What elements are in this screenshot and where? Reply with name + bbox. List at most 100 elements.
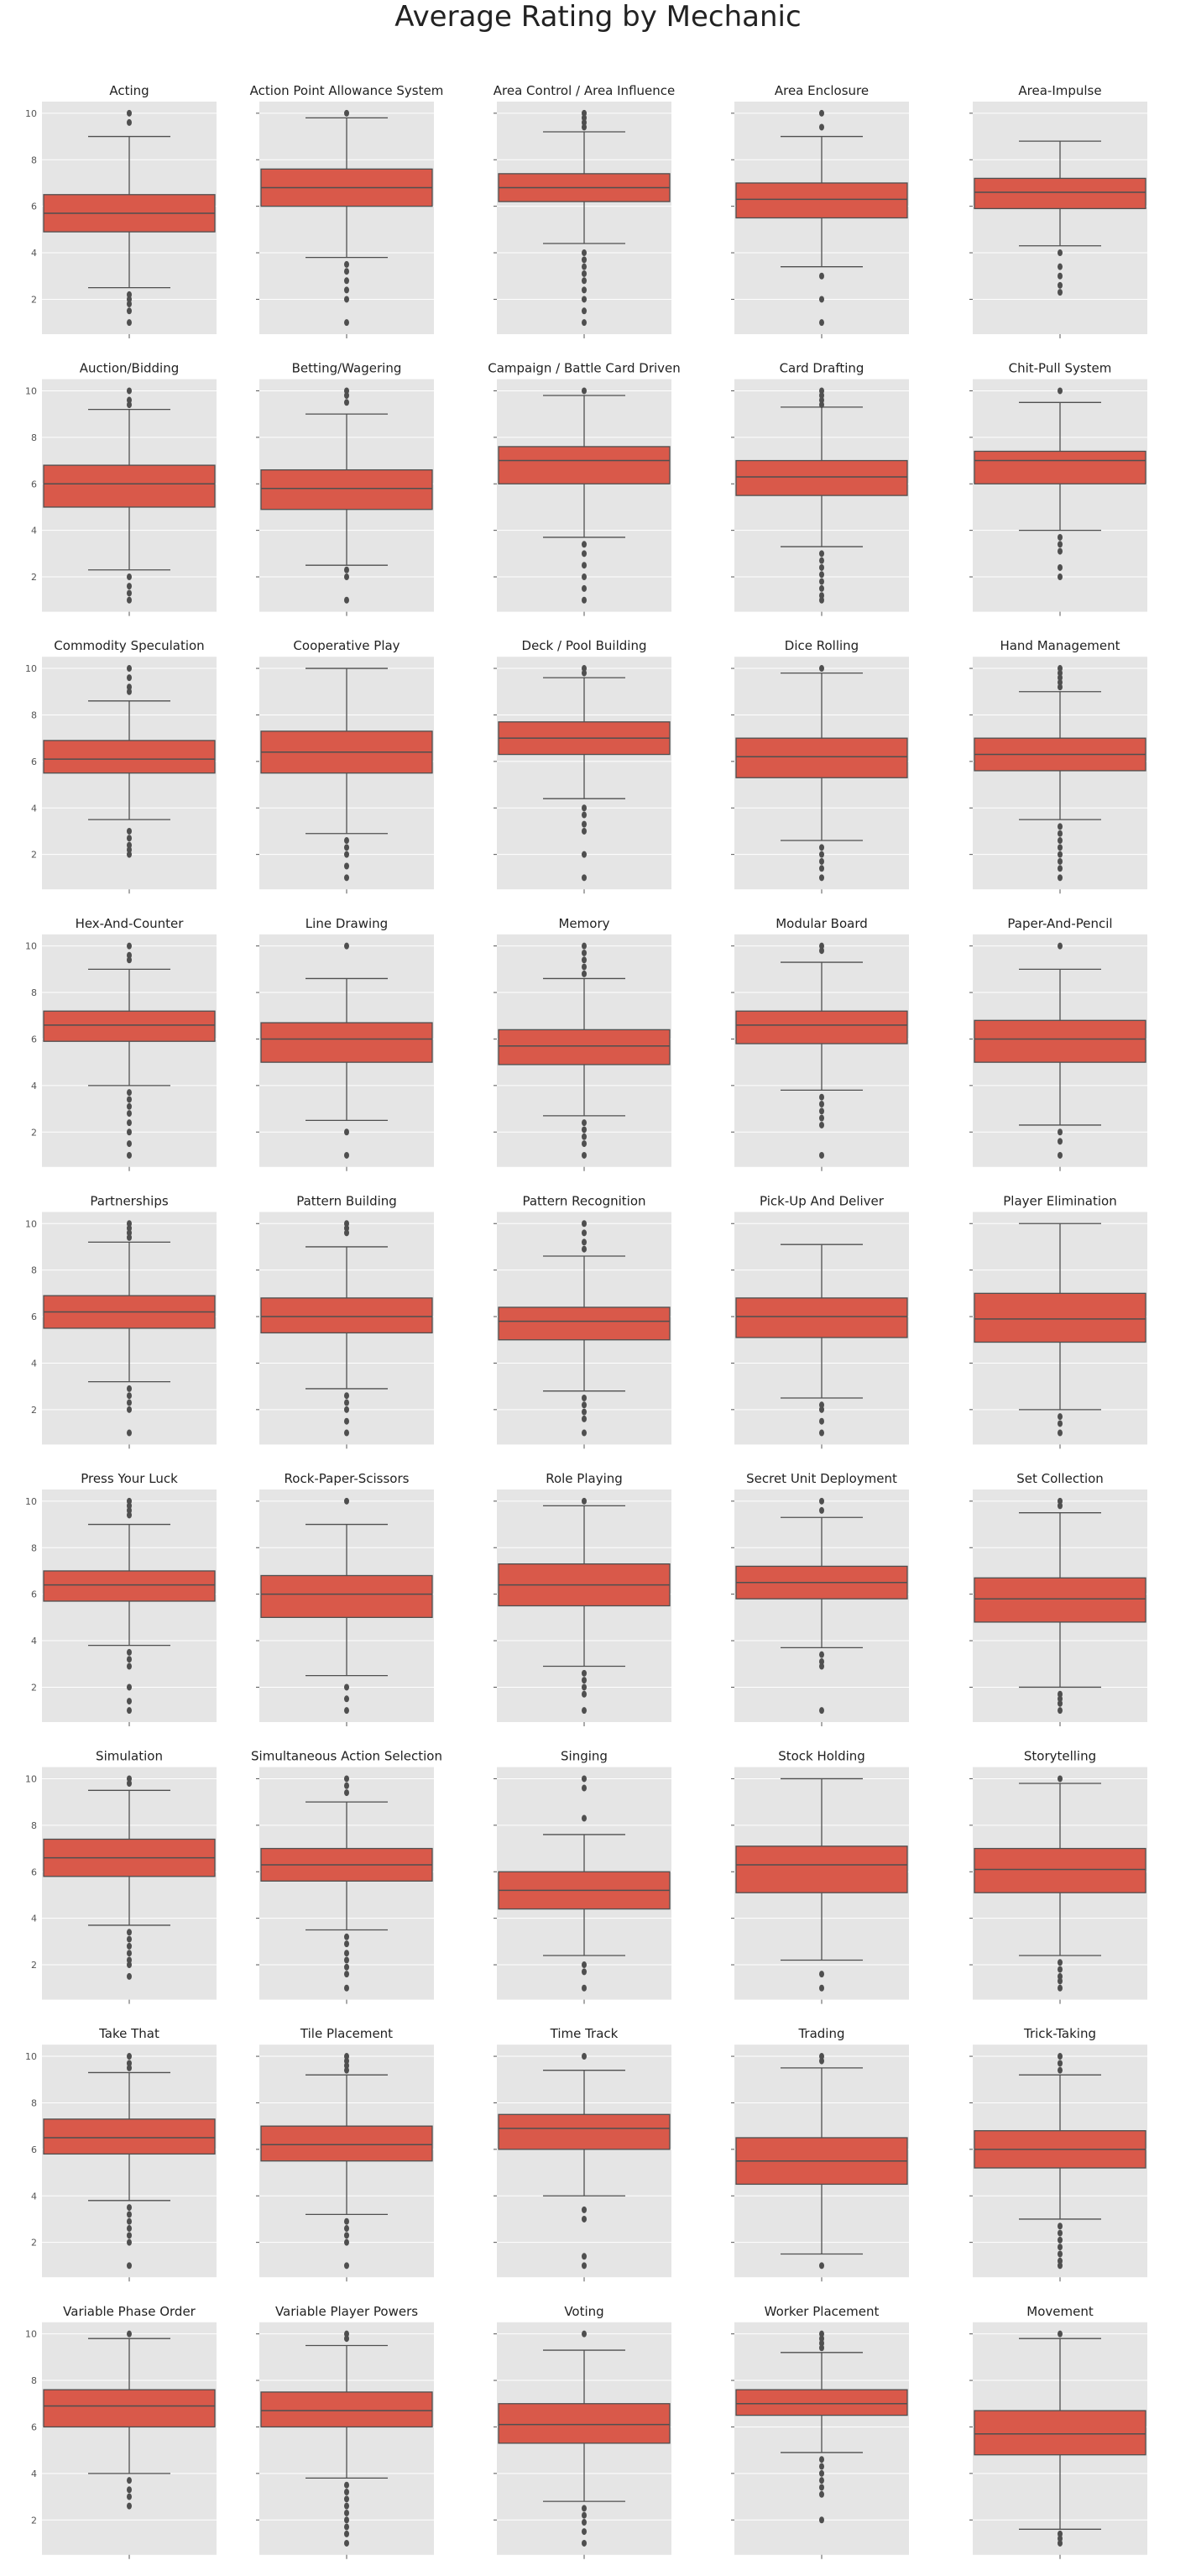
panel-title: Time Track [550,2026,619,2041]
y-tick-label: 4 [31,1914,37,1924]
outlier-point [582,1119,587,1127]
outlier-point [127,1233,132,1241]
outlier-point [344,1775,349,1783]
outlier-point [1058,547,1063,555]
outlier-point [127,2225,132,2233]
outlier-point [344,566,349,573]
panel-title: Tile Placement [300,2026,393,2041]
outlier-point [582,249,587,257]
iqr-box [735,1010,908,1045]
iqr-box [735,737,908,778]
outlier-point [344,391,349,399]
outlier-point [344,268,349,275]
y-tick-label: 2 [31,1682,37,1693]
outlier-point [819,865,824,872]
outlier-point [344,1497,349,1505]
outlier-point [127,1220,132,1228]
outlier-point [1058,2060,1063,2067]
outlier-point [582,1401,587,1409]
outlier-point [819,563,824,571]
y-tick-label: 4 [31,526,37,537]
outlier-point [819,2484,824,2491]
outlier-point [344,837,349,845]
outlier-point [582,296,587,303]
outlier-point [819,592,824,599]
outlier-point [1058,2223,1063,2230]
outlier-point [1058,857,1063,865]
y-tick-label: 8 [31,432,37,443]
outlier-point [127,688,132,695]
outlier-point [582,1497,587,1505]
panel-title: Dice Rolling [785,638,859,653]
outlier-point [1058,837,1063,845]
outlier-point [344,387,349,395]
y-tick-label: 4 [31,2191,37,2202]
outlier-point [819,272,824,280]
outlier-point [582,562,587,569]
y-tick-label: 6 [31,202,37,212]
outlier-point [344,2066,349,2074]
outlier-point [819,391,824,399]
outlier-point [127,841,132,849]
iqr-box [498,446,671,484]
y-tick-label: 6 [31,1312,37,1322]
outlier-point [819,2262,824,2270]
outlier-point [819,2053,824,2060]
outlier-point [344,2489,349,2496]
y-tick-label: 10 [25,2329,37,2340]
outlier-point [344,844,349,851]
outlier-point [127,2238,132,2246]
outlier-point [1058,2262,1063,2270]
panel-title: Hex-And-Counter [76,916,185,931]
outlier-point [344,1971,349,1978]
outlier-point [1058,2229,1063,2237]
outlier-point [344,2523,349,2531]
outlier-point [582,596,587,604]
outlier-point [819,1417,824,1425]
outlier-point [819,857,824,865]
outlier-point [127,2477,132,2484]
outlier-point [582,1126,587,1134]
y-tick-label: 10 [25,1218,37,1229]
outlier-point [1058,1502,1063,1510]
outlier-point [127,1779,132,1787]
outlier-point [1058,1420,1063,1427]
outlier-point [819,1657,824,1665]
outlier-point [582,1151,587,1159]
iqr-box [260,2391,433,2428]
outlier-point [582,1814,587,1822]
outlier-point [819,296,824,303]
outlier-point [127,1229,132,1237]
outlier-point [819,2330,824,2338]
outlier-point [127,1961,132,1969]
outlier-point [819,571,824,579]
outlier-point [819,1651,824,1658]
outlier-point [127,300,132,307]
outlier-point [819,1107,824,1115]
outlier-point [344,2053,349,2060]
outlier-point [819,550,824,558]
outlier-point [582,263,587,270]
outlier-point [127,1511,132,1519]
outlier-point [582,851,587,858]
outlier-point [819,1984,824,1992]
outlier-point [127,2053,132,2060]
y-tick-label: 6 [31,1867,37,1877]
outlier-point [1058,541,1063,548]
panel-title: Area-Impulse [1018,83,1101,98]
outlier-point [127,665,132,673]
outlier-point [819,2477,824,2484]
outlier-point [127,846,132,854]
outlier-point [127,1385,132,1392]
y-tick-label: 2 [31,850,37,861]
outlier-point [1058,1959,1063,1966]
outlier-point [344,1707,349,1715]
outlier-point [819,401,824,409]
outlier-point [127,1972,132,1980]
panel-title: Campaign / Battle Card Driven [488,361,681,376]
panel-title: Trading [797,2026,844,2041]
outlier-point [1058,823,1063,830]
y-tick-label: 8 [31,154,37,165]
outlier-point [344,596,349,604]
outlier-point [344,2062,349,2070]
